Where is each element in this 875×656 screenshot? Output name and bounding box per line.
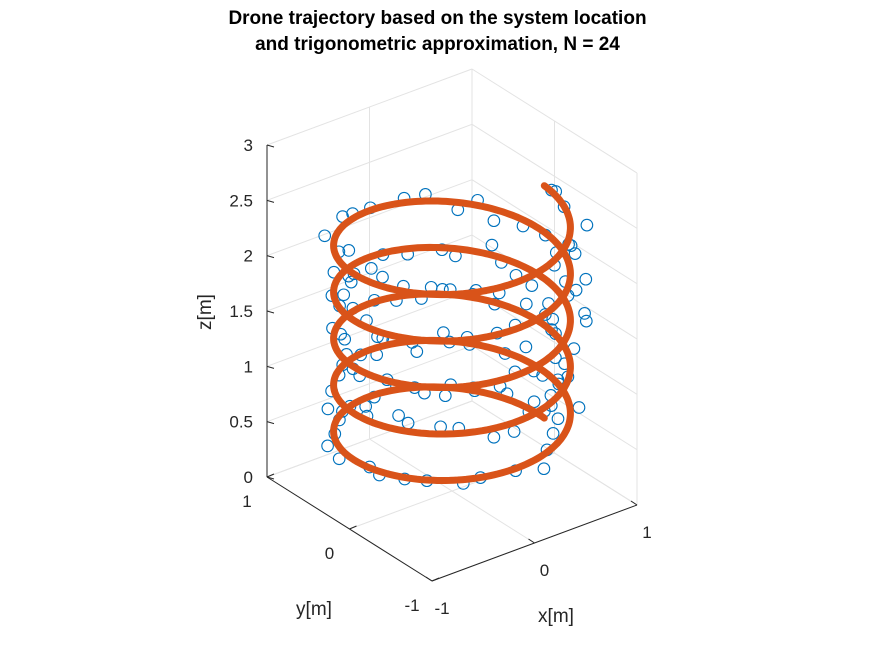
x-tick-mark [630,500,638,506]
measured-point [519,340,533,354]
measured-point [519,297,533,311]
measured-point [321,402,335,416]
y-tick-mark [266,473,275,478]
measured-point [392,409,405,422]
measured-point [572,401,586,414]
measured-point [580,218,594,232]
measured-point [318,229,332,243]
grid-line [266,123,473,201]
y-tick-mark [431,577,440,582]
z-tick-label: 0 [244,468,253,487]
measured-point [537,462,551,476]
measured-point [578,307,591,320]
measured-point [579,272,593,286]
measured-point [579,314,593,328]
y-tick-mark [349,525,357,530]
measured-point [546,312,560,326]
measured-point [337,288,351,302]
z-tick-mark [266,199,275,203]
measured-point [527,395,541,409]
grid-line [471,400,638,506]
z-tick-mark [266,310,275,314]
x-tick-label: 1 [642,523,651,542]
x-tick-label: 0 [540,561,549,580]
y-axis-label: y[m] [296,599,332,620]
grid-line [471,123,638,229]
x-tick-label: -1 [434,599,449,618]
z-tick-label: 0.5 [229,413,253,432]
grid-line [266,179,473,257]
z-tick-mark [266,365,275,369]
y-tick-label: 1 [242,492,251,511]
grid-line [266,68,473,146]
z-tick-label: 1 [244,357,253,376]
tick-labels: -1 0 1 -1 0 1 0 0.5 1 1.5 2 2.5 3 [229,136,651,618]
measured-point [338,332,352,346]
measured-point [342,244,356,257]
chart-title-line-2: and trigonometric approximation, N = 24 [255,34,620,55]
z-tick-label: 1.5 [229,302,253,321]
z-tick-label: 3 [244,136,253,155]
chart-title-line-1: Drone trajectory based on the system loc… [228,8,647,29]
measured-point [376,270,389,284]
measured-point [487,430,501,444]
z-tick-label: 2.5 [229,191,253,210]
measured-point [438,389,452,403]
grid-line [266,345,473,423]
measured-point [568,247,582,260]
grid-line [266,400,473,478]
x-tick-mark [425,576,433,582]
z-tick-mark [266,144,275,148]
measured-point [485,238,499,252]
z-tick-mark [266,476,275,480]
y-tick-label: 0 [325,544,334,563]
approximation-line [330,182,574,484]
z-tick-mark [266,421,275,425]
y-tick-label: -1 [404,596,419,615]
z-tick-mark [266,255,275,259]
z-tick-label: 2 [244,247,253,266]
x-axis-label: x[m] [538,606,574,627]
measured-point [551,412,565,426]
measured-point [332,452,346,466]
measured-point [546,427,560,440]
grid-line [471,179,638,285]
measured-point [364,262,378,275]
measured-point [321,439,334,453]
grid-lines [266,68,638,582]
x-tick-mark [528,538,535,544]
measured-point [487,214,501,228]
approximation-line-series [330,182,574,484]
measured-point [525,279,539,292]
z-axis-label: z[m] [195,294,216,330]
grid-line [471,68,638,174]
measured-point [410,345,424,358]
